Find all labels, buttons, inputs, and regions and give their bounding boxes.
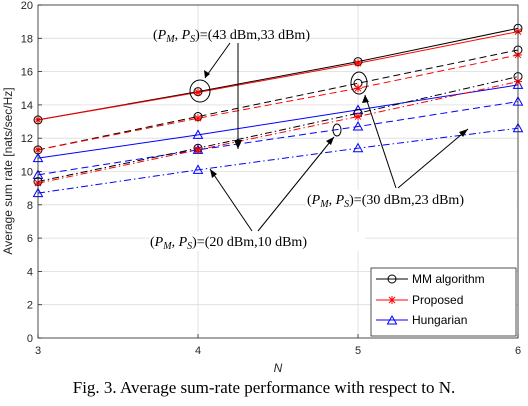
annotation-30dbm: (PM, PS)=(30 dBm,23 dBm) [307, 193, 464, 210]
data-point-proposed-30-23-2 [354, 84, 362, 93]
annotation-20dbm-bg [149, 232, 365, 251]
y-axis-label: Average sum rate [nats/sec/Hz] [1, 87, 15, 254]
arrow-20dbm-a [209, 168, 253, 232]
series-lines [37, 27, 519, 194]
legend-entry-hungarian: Hungarian [376, 313, 467, 327]
figure-caption: Fig. 3. Average sum-rate performance wit… [72, 378, 456, 397]
sum-rate-chart: 3 4 5 6 0 2 4 6 8 10 12 14 16 18 20 N Average sum rate… [1, 0, 524, 375]
annotation-20dbm: (PM, PS)=(20 dBm,10 dBm) [150, 235, 307, 252]
ellipse-30dbm [350, 71, 368, 95]
arrow-43dbm-a [204, 42, 231, 79]
legend: MM algorithm Proposed Hungarian [370, 267, 517, 337]
y-tick-label: 0 [27, 333, 33, 345]
data-point-proposed-43-33-1 [194, 88, 202, 97]
x-axis-label: N [274, 361, 283, 375]
x-tick-label: 3 [35, 345, 41, 357]
y-tick-label: 18 [21, 33, 33, 45]
data-point-proposed-30-23-1 [194, 114, 202, 123]
arrowhead-30dbm-a [362, 95, 369, 103]
x-tick-label: 4 [195, 345, 201, 357]
annotation-43dbm: (PM, PS)=(43 dBm,33 dBm) [153, 28, 310, 45]
series-line-hungarian-20-10 [37, 127, 519, 194]
data-point-proposed-20-10-2 [354, 112, 362, 121]
arrow-30dbm-b [397, 128, 469, 189]
series-line-mm-algorithm-30-23 [37, 49, 519, 151]
arrow-30dbm-a [364, 94, 397, 189]
legend-label-mm: MM algorithm [412, 272, 485, 286]
legend-marker-mm [387, 274, 397, 284]
ellipse-20dbm [332, 123, 342, 137]
data-point-hungarian-43-33-1 [192, 129, 204, 139]
data-point-hungarian-20-10-2 [352, 142, 364, 153]
data-point-hungarian-30-23-2 [352, 121, 364, 131]
y-tick-label: 20 [21, 0, 33, 12]
arrowhead-43dbm-a [204, 70, 210, 78]
ellipse-43dbm [189, 79, 211, 103]
legend-label-hungarian: Hungarian [412, 313, 467, 327]
legend-marker-proposed [388, 296, 396, 304]
series-line-hungarian-43-33 [37, 84, 519, 159]
y-tick-label: 4 [27, 266, 33, 278]
y-tick-label: 6 [27, 233, 33, 245]
arrowhead-20dbm-b [326, 137, 334, 145]
y-tick-label: 2 [27, 300, 33, 312]
y-tick-label: 8 [27, 200, 33, 212]
arrowhead-30dbm-b [459, 129, 468, 137]
arrow-20dbm-b [257, 136, 335, 232]
series-line-proposed-43-33 [37, 31, 519, 121]
x-tick-label: 6 [515, 345, 521, 357]
legend-entry-proposed: Proposed [376, 293, 463, 307]
arrowhead-20dbm-a [210, 169, 217, 178]
data-point-hungarian-20-10-1 [192, 164, 204, 174]
y-tick-label: 16 [21, 67, 33, 79]
legend-label-proposed: Proposed [412, 293, 463, 307]
y-tick-label: 14 [21, 100, 33, 112]
legend-entry-mm: MM algorithm [376, 272, 485, 286]
series-line-mm-algorithm-20-10 [37, 76, 519, 182]
arrow-heads [204, 70, 468, 178]
data-point-proposed-43-33-2 [354, 59, 362, 68]
series-line-hungarian-30-23 [37, 101, 519, 176]
series-markers [32, 23, 524, 198]
series-line-proposed-30-23 [37, 54, 519, 151]
annotation-graphics [189, 42, 469, 232]
y-tick-label: 10 [21, 167, 33, 179]
axis-ticks: 3 4 5 6 0 2 4 6 8 10 12 14 16 18 20 [21, 0, 521, 357]
x-tick-label: 5 [355, 345, 361, 357]
series-line-proposed-20-10 [37, 81, 519, 184]
arrowhead-43dbm-b [234, 140, 242, 149]
data-point-proposed-20-10-1 [194, 145, 202, 154]
legend-marker-hungarian [386, 314, 398, 325]
annotation-30dbm-bg [306, 190, 517, 209]
y-tick-label: 12 [21, 133, 33, 145]
